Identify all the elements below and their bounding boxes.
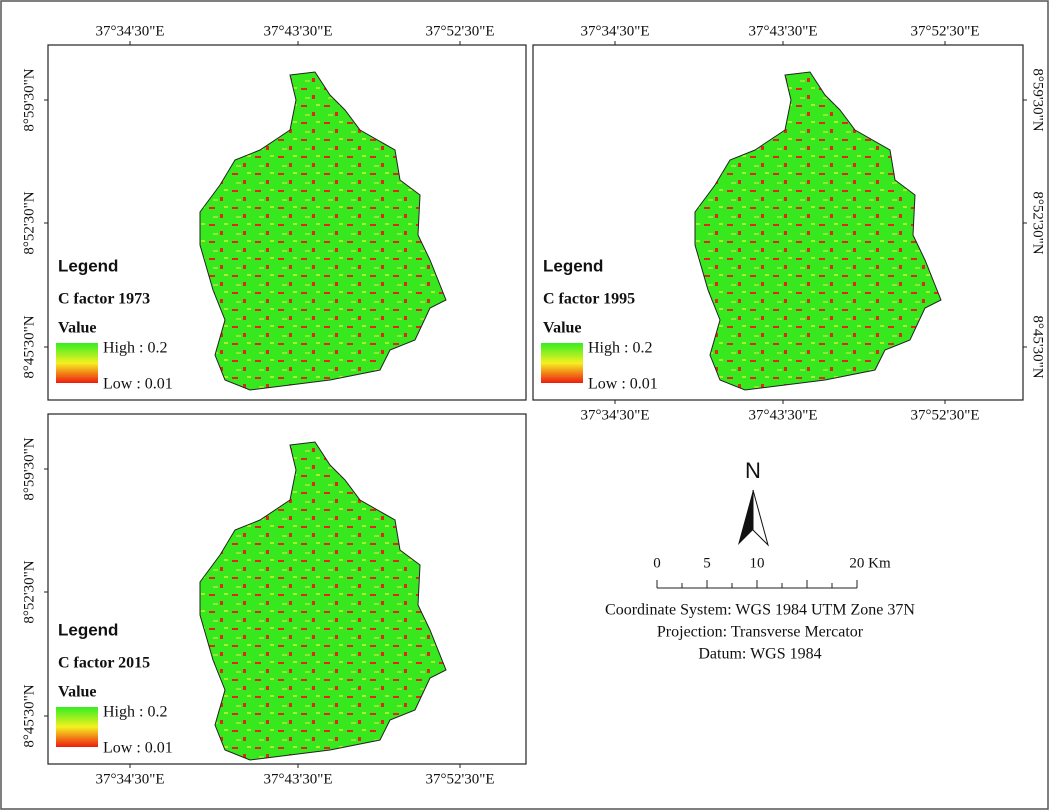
legend-field: Value bbox=[543, 320, 582, 337]
legend-high: High : 0.2 bbox=[588, 340, 652, 357]
legend-title: Legend bbox=[58, 620, 118, 639]
x-label: 37°52'30"E bbox=[426, 771, 495, 787]
scale-label: 0 bbox=[653, 555, 661, 571]
legend-low: Low : 0.01 bbox=[103, 376, 173, 393]
scale-bar bbox=[656, 580, 858, 589]
x-label: 37°52'30"E bbox=[426, 23, 495, 39]
coordinate-info: Datum: WGS 1984 bbox=[698, 646, 821, 663]
legend-ramp bbox=[56, 343, 98, 383]
x-label: 37°52'30"E bbox=[911, 23, 980, 39]
y-label: 8°52'30"N bbox=[21, 560, 37, 623]
legend-title: Legend bbox=[58, 256, 118, 275]
y-label: 8°59'30"N bbox=[21, 68, 37, 131]
legend-layer: C factor 1973 bbox=[58, 291, 150, 308]
x-label: 37°52'30"E bbox=[911, 407, 980, 423]
scale-label: 5 bbox=[703, 555, 711, 571]
legend-layer: C factor 2015 bbox=[58, 655, 150, 672]
y-label: 8°45'30"N bbox=[1030, 315, 1046, 378]
x-label: 37°34'30"E bbox=[96, 771, 165, 787]
legend-ramp bbox=[541, 343, 583, 383]
map-frame bbox=[47, 413, 527, 765]
x-label: 37°34'30"E bbox=[581, 23, 650, 39]
y-label: 8°45'30"N bbox=[21, 315, 37, 378]
x-label: 37°34'30"E bbox=[96, 23, 165, 39]
coordinate-info: Projection: Transverse Mercator bbox=[657, 624, 864, 641]
x-label: 37°43'30"E bbox=[749, 407, 818, 423]
legend-low: Low : 0.01 bbox=[103, 740, 173, 757]
y-label: 8°59'30"N bbox=[1030, 68, 1046, 131]
y-label: 8°52'30"N bbox=[1030, 191, 1046, 254]
legend-low: Low : 0.01 bbox=[588, 376, 658, 393]
scale-label: 20 Km bbox=[849, 555, 891, 571]
legend-layer: C factor 1995 bbox=[543, 291, 635, 308]
x-label: 37°43'30"E bbox=[264, 771, 333, 787]
legend-title: Legend bbox=[543, 256, 603, 275]
north-arrow: N bbox=[738, 458, 769, 547]
legend-field: Value bbox=[58, 684, 97, 701]
legend-high: High : 0.2 bbox=[103, 704, 167, 721]
x-label: 37°43'30"E bbox=[749, 23, 818, 39]
scale-label: 10 bbox=[750, 555, 765, 571]
legend-ramp bbox=[56, 707, 98, 747]
y-label: 8°45'30"N bbox=[21, 684, 37, 747]
x-label: 37°34'30"E bbox=[581, 407, 650, 423]
legend-field: Value bbox=[58, 320, 97, 337]
legend-high: High : 0.2 bbox=[103, 340, 167, 357]
x-label: 37°43'30"E bbox=[264, 23, 333, 39]
north-label: N bbox=[745, 458, 761, 483]
coordinate-info: Coordinate System: WGS 1984 UTM Zone 37N bbox=[605, 602, 915, 619]
y-label: 8°59'30"N bbox=[21, 437, 37, 500]
y-label: 8°52'30"N bbox=[21, 191, 37, 254]
